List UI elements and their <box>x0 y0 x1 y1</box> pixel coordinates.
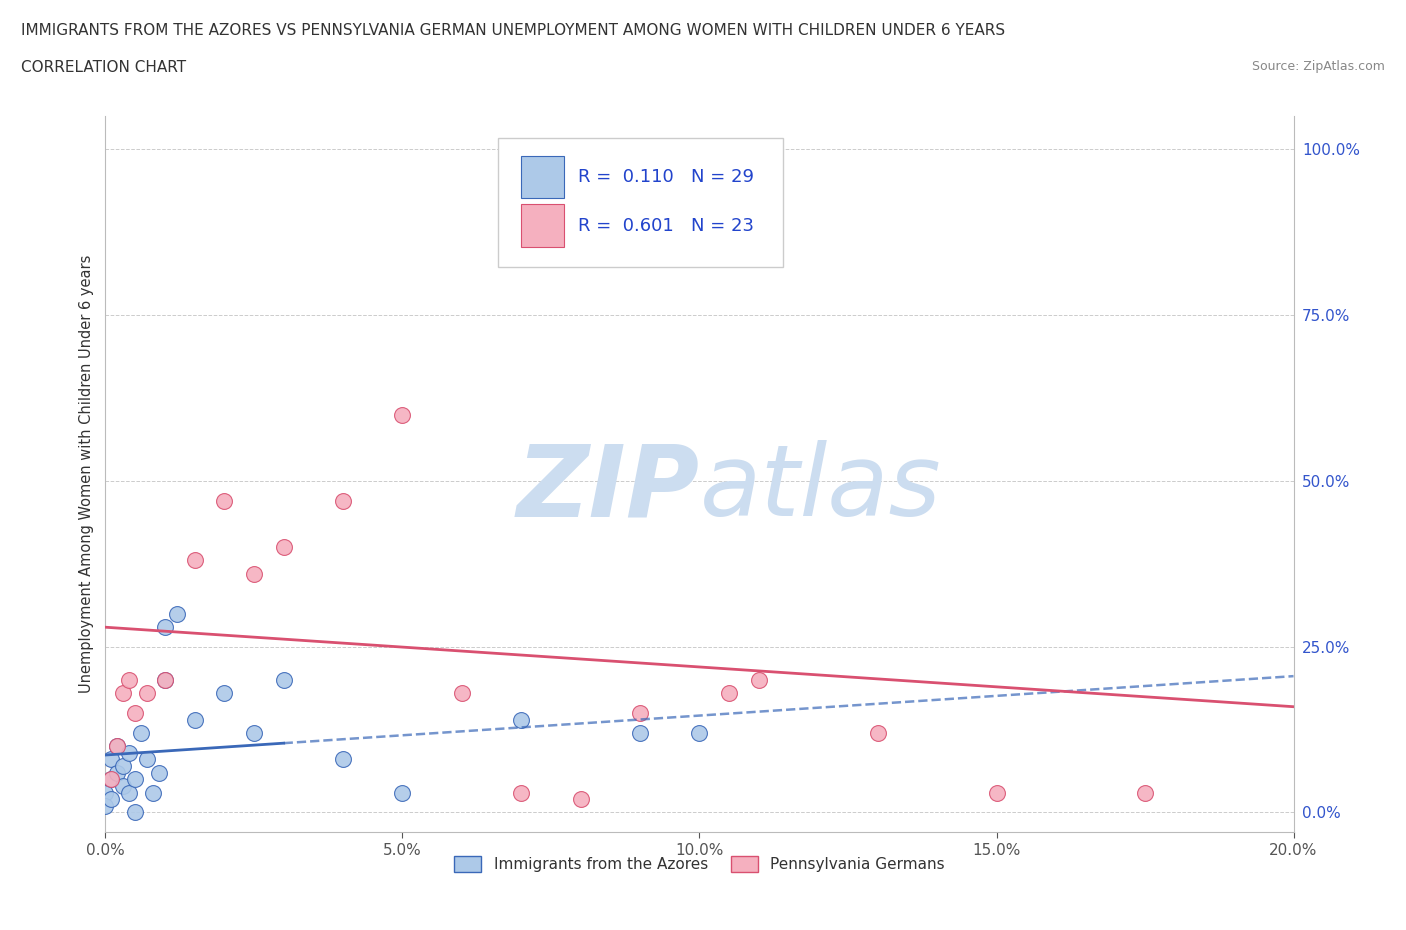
Point <box>214 494 236 509</box>
Point <box>1133 785 1156 800</box>
Point <box>136 685 159 700</box>
Point <box>510 785 533 800</box>
FancyBboxPatch shape <box>498 138 783 267</box>
Point <box>450 685 472 700</box>
Point <box>986 785 1008 800</box>
Point <box>118 785 141 800</box>
Text: ZIP: ZIP <box>516 440 700 538</box>
Point <box>569 791 592 806</box>
Text: IMMIGRANTS FROM THE AZORES VS PENNSYLVANIA GERMAN UNEMPLOYMENT AMONG WOMEN WITH : IMMIGRANTS FROM THE AZORES VS PENNSYLVAN… <box>21 23 1005 38</box>
Text: R =  0.601   N = 23: R = 0.601 N = 23 <box>578 217 754 234</box>
Point <box>183 553 205 568</box>
Point <box>718 685 741 700</box>
Point <box>105 738 128 753</box>
Point <box>142 785 165 800</box>
FancyBboxPatch shape <box>522 205 564 246</box>
Point <box>510 712 533 727</box>
Point <box>105 738 128 753</box>
Point <box>112 685 135 700</box>
Point <box>166 606 188 621</box>
Point <box>658 155 681 170</box>
Point <box>100 791 122 806</box>
Point <box>153 672 176 687</box>
Point <box>94 785 117 800</box>
Point <box>105 765 128 780</box>
Point <box>124 706 146 721</box>
Point <box>689 725 711 740</box>
Point <box>100 752 122 767</box>
Text: Source: ZipAtlas.com: Source: ZipAtlas.com <box>1251 60 1385 73</box>
Point <box>273 672 295 687</box>
Point <box>748 672 770 687</box>
Point <box>183 712 205 727</box>
Point <box>136 752 159 767</box>
Point <box>628 725 651 740</box>
Point <box>332 494 354 509</box>
Point <box>332 752 354 767</box>
Point <box>391 785 413 800</box>
Point <box>94 798 117 813</box>
Point <box>112 759 135 774</box>
Point <box>112 778 135 793</box>
Text: R =  0.110   N = 29: R = 0.110 N = 29 <box>578 168 754 186</box>
Point <box>124 772 146 787</box>
Y-axis label: Unemployment Among Women with Children Under 6 years: Unemployment Among Women with Children U… <box>79 255 94 694</box>
Point <box>866 725 889 740</box>
Point <box>391 407 413 422</box>
Point <box>628 706 651 721</box>
Point <box>148 765 170 780</box>
Point <box>118 672 141 687</box>
Point <box>214 685 236 700</box>
Point <box>153 619 176 634</box>
Point <box>100 772 122 787</box>
Text: CORRELATION CHART: CORRELATION CHART <box>21 60 186 75</box>
Text: atlas: atlas <box>700 440 941 538</box>
Point <box>100 772 122 787</box>
Point <box>129 725 152 740</box>
Legend: Immigrants from the Azores, Pennsylvania Germans: Immigrants from the Azores, Pennsylvania… <box>447 850 952 879</box>
Point <box>124 805 146 820</box>
Point <box>243 566 266 581</box>
FancyBboxPatch shape <box>522 155 564 198</box>
Point <box>273 539 295 554</box>
Point <box>153 672 176 687</box>
Point <box>243 725 266 740</box>
Point <box>118 745 141 760</box>
